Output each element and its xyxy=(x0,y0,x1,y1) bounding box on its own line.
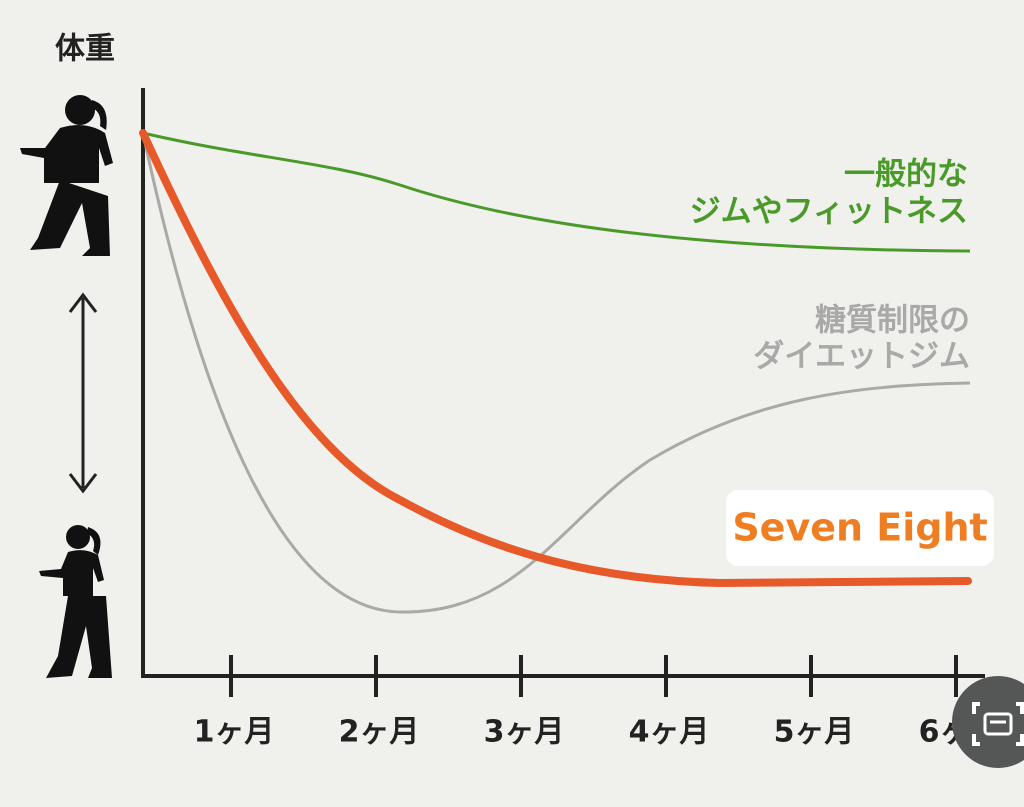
low-carb-label: 糖質制限の ダイエットジム xyxy=(753,303,970,375)
low-carb-curve xyxy=(141,132,971,614)
figure-heavy xyxy=(20,95,113,256)
label-line: ダイエットジム xyxy=(753,339,970,375)
figure-slim xyxy=(39,525,112,678)
axes xyxy=(141,88,985,697)
x-tick-label: 2ヶ月 xyxy=(339,715,420,750)
label-line: 一般的な xyxy=(844,157,968,193)
seven-eight-curve xyxy=(139,129,972,588)
x-tick-label: 3ヶ月 xyxy=(484,715,565,750)
y-axis-label: 体重 xyxy=(55,32,115,67)
scan-button[interactable] xyxy=(952,676,1024,768)
x-tick-label: 1ヶ月 xyxy=(194,715,275,750)
double-arrow xyxy=(68,292,98,494)
label-line: ジムやフィットネス xyxy=(690,194,968,230)
brand-label-box xyxy=(726,490,994,566)
general-label: 一般的な ジムやフィットネス xyxy=(690,157,968,230)
general-gym-curve xyxy=(142,131,971,253)
label-line: 糖質制限の xyxy=(815,303,970,339)
x-tick-label: 4ヶ月 xyxy=(629,715,710,750)
brand-label: Seven Eight xyxy=(732,506,987,550)
x-tick-label: 5ヶ月 xyxy=(774,715,855,750)
